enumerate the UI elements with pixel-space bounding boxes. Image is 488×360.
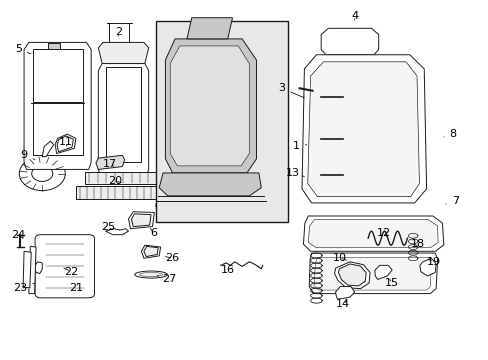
Polygon shape bbox=[335, 287, 354, 299]
Bar bbox=[163, 183, 177, 202]
Text: 27: 27 bbox=[157, 274, 176, 284]
Text: 10: 10 bbox=[332, 253, 346, 262]
Polygon shape bbox=[313, 257, 430, 290]
Bar bbox=[85, 172, 169, 184]
Text: 3: 3 bbox=[278, 83, 304, 98]
Polygon shape bbox=[307, 62, 419, 197]
Text: 21: 21 bbox=[69, 283, 82, 293]
Text: 20: 20 bbox=[108, 176, 122, 186]
Text: 13: 13 bbox=[285, 168, 304, 178]
Polygon shape bbox=[98, 64, 148, 176]
Bar bbox=[33, 102, 82, 155]
Polygon shape bbox=[96, 155, 124, 170]
Text: 23: 23 bbox=[13, 283, 35, 293]
Circle shape bbox=[244, 200, 258, 211]
Polygon shape bbox=[29, 246, 36, 294]
Polygon shape bbox=[23, 251, 31, 288]
Text: 1: 1 bbox=[292, 141, 306, 152]
FancyBboxPatch shape bbox=[35, 235, 94, 298]
Bar bbox=[47, 43, 60, 49]
Bar bbox=[156, 21, 287, 222]
Text: 25: 25 bbox=[101, 221, 115, 231]
Polygon shape bbox=[308, 253, 437, 294]
Bar bbox=[76, 186, 176, 199]
Polygon shape bbox=[186, 18, 232, 39]
Polygon shape bbox=[55, 134, 76, 154]
Text: 24: 24 bbox=[11, 230, 25, 240]
Polygon shape bbox=[42, 141, 54, 157]
Polygon shape bbox=[35, 262, 42, 274]
Polygon shape bbox=[374, 265, 391, 279]
Text: 7: 7 bbox=[445, 196, 458, 206]
Polygon shape bbox=[24, 42, 91, 170]
Polygon shape bbox=[338, 264, 366, 286]
Text: 18: 18 bbox=[410, 239, 424, 249]
Polygon shape bbox=[131, 214, 151, 226]
Text: 4: 4 bbox=[350, 11, 358, 21]
Polygon shape bbox=[302, 55, 426, 203]
Text: 2: 2 bbox=[115, 27, 122, 37]
Polygon shape bbox=[170, 46, 249, 166]
Text: 15: 15 bbox=[385, 278, 398, 288]
Polygon shape bbox=[143, 246, 158, 257]
Ellipse shape bbox=[135, 271, 167, 278]
Text: 12: 12 bbox=[376, 228, 390, 238]
Polygon shape bbox=[159, 173, 261, 196]
Text: 11: 11 bbox=[59, 137, 73, 147]
Polygon shape bbox=[321, 28, 378, 55]
Text: 16: 16 bbox=[220, 265, 234, 275]
Circle shape bbox=[156, 200, 170, 211]
Polygon shape bbox=[307, 220, 437, 248]
Polygon shape bbox=[141, 245, 160, 258]
Text: 14: 14 bbox=[335, 299, 349, 309]
Polygon shape bbox=[57, 136, 73, 152]
Text: 8: 8 bbox=[443, 129, 456, 139]
Text: 22: 22 bbox=[64, 267, 78, 277]
Text: 6: 6 bbox=[150, 228, 157, 238]
Polygon shape bbox=[98, 42, 148, 64]
Ellipse shape bbox=[139, 273, 162, 277]
Text: 9: 9 bbox=[20, 150, 35, 160]
Bar bbox=[105, 67, 141, 162]
Text: 26: 26 bbox=[165, 253, 179, 263]
Polygon shape bbox=[419, 258, 435, 276]
Polygon shape bbox=[128, 212, 154, 229]
Text: 19: 19 bbox=[426, 257, 440, 267]
Polygon shape bbox=[165, 39, 256, 173]
Bar bbox=[33, 49, 82, 106]
Polygon shape bbox=[105, 229, 128, 235]
Polygon shape bbox=[303, 216, 443, 251]
Text: 17: 17 bbox=[103, 159, 117, 169]
Text: 5: 5 bbox=[15, 45, 31, 54]
Polygon shape bbox=[334, 262, 369, 289]
